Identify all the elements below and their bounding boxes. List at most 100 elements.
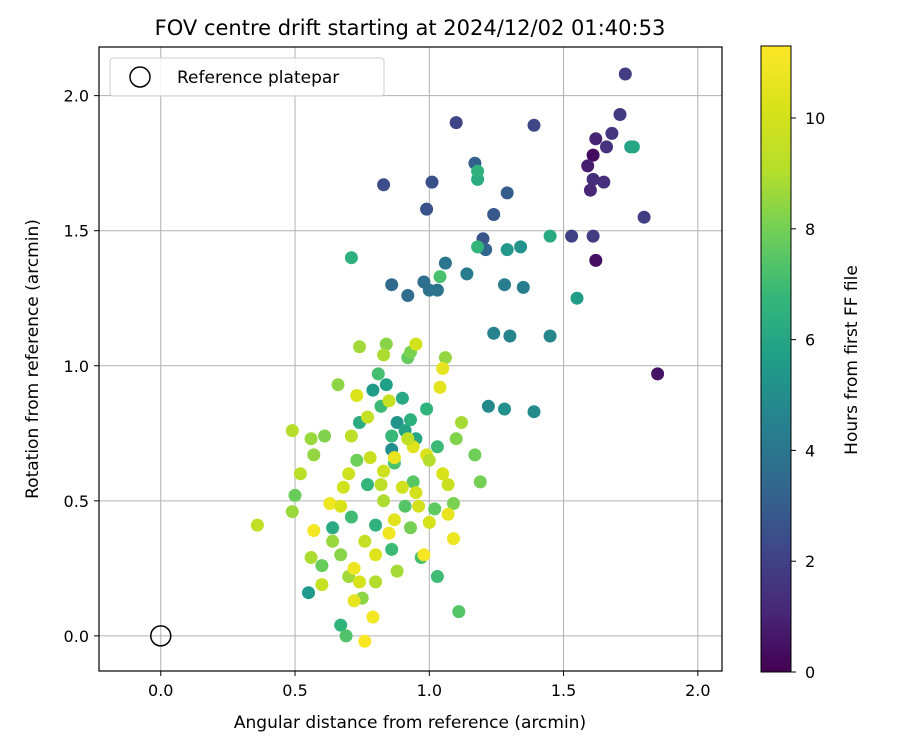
scatter-point (498, 278, 511, 292)
x-tick-label: 2.0 (685, 681, 710, 700)
scatter-point (447, 497, 460, 510)
scatter-point (428, 502, 442, 516)
scatter-point (425, 175, 439, 189)
scatter-point (315, 559, 329, 573)
scatter-point (385, 278, 399, 292)
scatter-point (336, 480, 350, 494)
scatter-point (358, 634, 372, 648)
scatter-point (417, 548, 431, 562)
scatter-point (350, 453, 364, 467)
scatter-point (318, 429, 332, 443)
scatter-point (412, 499, 426, 513)
scatter-point (409, 486, 423, 500)
scatter-point (404, 413, 417, 427)
scatter-point (449, 116, 463, 130)
scatter-point (422, 515, 436, 529)
scatter-point (565, 229, 579, 243)
scatter-point (334, 499, 348, 513)
scatter-point (387, 451, 401, 465)
scatter-point (344, 510, 358, 524)
scatter-point (452, 605, 466, 619)
scatter-point (468, 448, 482, 462)
y-tick-label: 0.5 (64, 492, 89, 511)
scatter-point (323, 497, 337, 510)
colorbar-tick-label: 10 (805, 109, 825, 128)
scatter-point (651, 367, 665, 381)
scatter-point (481, 399, 495, 413)
scatter-point (605, 126, 619, 140)
scatter-point (382, 526, 396, 540)
scatter-point (350, 389, 364, 402)
scatter-point (487, 208, 501, 221)
scatter-point (390, 416, 404, 429)
scatter-point (334, 618, 348, 632)
scatter-point (626, 140, 640, 154)
scatter-point (471, 240, 485, 254)
colorbar-tick-label: 0 (805, 663, 815, 682)
scatter-point (326, 521, 340, 535)
x-tick-label: 0.0 (148, 681, 173, 700)
colorbar-ticks: 0 2 4 6 8 10 (791, 109, 825, 682)
scatter-point (438, 351, 452, 365)
scatter-point (420, 402, 434, 416)
legend-label: Reference platepar (177, 68, 339, 88)
scatter-point (366, 610, 380, 624)
scatter-point (589, 132, 603, 146)
scatter-point (441, 478, 455, 492)
x-tick-label: 1.5 (551, 681, 576, 700)
scatter-point (406, 475, 420, 489)
scatter-point (637, 210, 651, 224)
scatter-point (353, 340, 366, 354)
scatter-point (304, 432, 318, 446)
scatter-point (401, 432, 415, 446)
scatter-point (379, 337, 393, 351)
scatter-point (302, 586, 315, 600)
colorbar-tick-label: 8 (805, 220, 815, 239)
legend-marker-icon (129, 66, 151, 88)
scatter-point (293, 467, 307, 481)
scatter-point (597, 175, 611, 189)
legend-box (109, 57, 385, 97)
scatter-point (471, 164, 485, 178)
scatter-point (487, 326, 501, 340)
legend: Reference platepar (109, 57, 385, 97)
scatter-point (382, 394, 396, 408)
scatter-point (430, 283, 444, 297)
scatter-point (500, 186, 514, 200)
scatter-point (570, 291, 584, 305)
plot-frame (98, 46, 723, 672)
scatter-point (543, 329, 557, 343)
scatter-point (586, 172, 600, 186)
scatter-point (285, 505, 299, 519)
scatter-point (374, 478, 388, 492)
data-points (250, 67, 665, 648)
scatter-point (331, 378, 345, 392)
scatter-point (315, 578, 329, 592)
scatter-point (433, 270, 447, 284)
scatter-point (369, 548, 383, 562)
scatter-point (377, 178, 391, 192)
scatter-point (514, 240, 528, 254)
scatter-point (326, 534, 340, 548)
scatter-point (304, 551, 318, 564)
y-tick-label: 1.0 (64, 357, 89, 376)
scatter-point (344, 429, 358, 443)
y-axis-title: Rotation from reference (arcmin) (23, 219, 43, 499)
x-tick-label: 1.0 (417, 681, 442, 700)
scatter-point (409, 337, 423, 351)
scatter-point (498, 402, 511, 416)
scatter-point (455, 416, 468, 429)
scatter-point (613, 108, 627, 121)
scatter-point (361, 410, 374, 424)
scatter-point (250, 518, 264, 532)
scatter-point (385, 542, 399, 556)
scatter-point (371, 367, 385, 381)
y-tick-label: 1.5 (64, 222, 89, 241)
scatter-point (447, 532, 460, 546)
scatter-point (395, 391, 409, 405)
colorbar-title: Hours from first FF file (842, 265, 862, 455)
colorbar-tick-label: 2 (805, 552, 815, 571)
scatter-point (347, 594, 361, 608)
scatter-point (436, 362, 450, 375)
y-axis-ticks: 0.0 0.5 1.0 1.5 2.0 (64, 87, 99, 646)
